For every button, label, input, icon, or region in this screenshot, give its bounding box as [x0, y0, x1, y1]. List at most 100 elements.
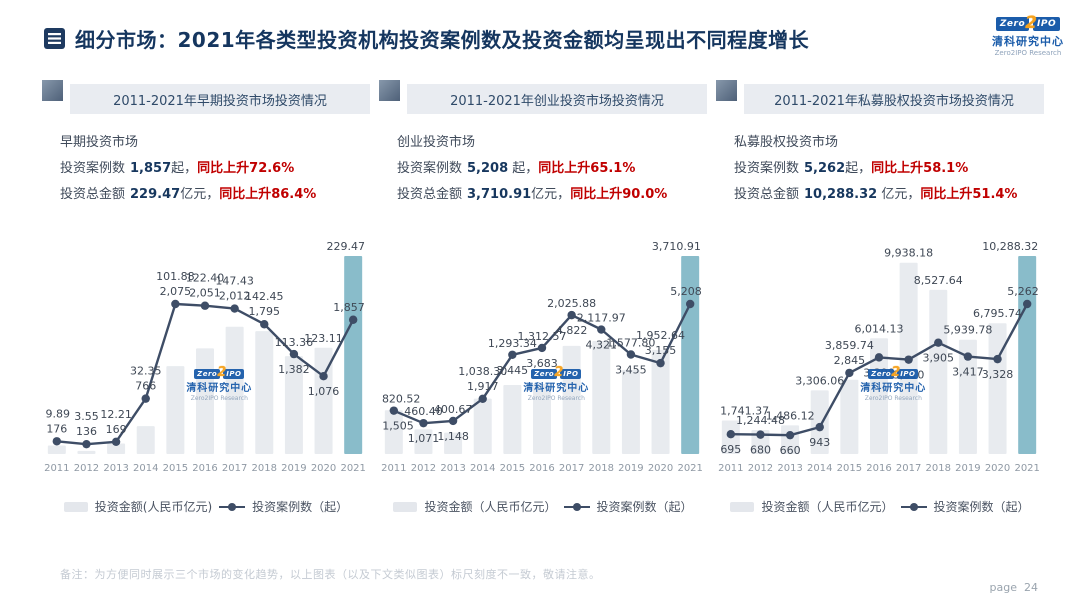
- panel-private-equity: 2011-2021年私募股权投资市场投资情况 私募股权投资市场 投资案例数 5,2…: [716, 80, 1044, 515]
- x-tick-label: 2013: [103, 463, 128, 474]
- bar-value-label: 6,014.13: [855, 322, 904, 335]
- x-tick-label: 2020: [648, 463, 673, 474]
- line-value-label: 3,155: [645, 344, 677, 357]
- bar-value-label: 400.67: [434, 403, 473, 416]
- page-number: page 24: [989, 581, 1038, 594]
- panel-header-title: 2011-2021年私募股权投资市场投资情况: [744, 84, 1044, 114]
- line-legend-swatch: [563, 502, 590, 511]
- x-tick-label: 2013: [777, 463, 802, 474]
- panel-stats: 创业投资市场 投资案例数 5,208 起，同比上升65.1% 投资总金额 3,710…: [379, 130, 707, 208]
- bar-2012: [77, 450, 96, 454]
- line-marker-2011: [726, 429, 736, 439]
- panel-early-stage: 2011-2021年早期投资市场投资情况 早期投资市场 投资案例数 1,857起，…: [42, 80, 370, 515]
- bar-value-label: 113.36: [275, 336, 314, 349]
- bar-legend-swatch: [393, 501, 418, 512]
- x-tick-label: 2012: [748, 463, 773, 474]
- line-value-label: 2,051: [189, 287, 221, 300]
- x-tick-label: 2020: [985, 463, 1010, 474]
- line-value-label: 169: [106, 423, 127, 436]
- bar-2019: [621, 369, 640, 454]
- line-value-label: 1,505: [382, 420, 414, 433]
- amount-stat-line: 投资总金额 229.47亿元，同比上升86.4%: [60, 187, 317, 202]
- line-value-label: 766: [135, 380, 156, 393]
- bar-value-label: 12.21: [100, 408, 132, 421]
- bar-value-label: 122.40: [186, 272, 225, 285]
- bar-2019: [284, 356, 303, 454]
- x-tick-label: 2019: [618, 463, 643, 474]
- bar-2013: [444, 432, 463, 454]
- x-tick-label: 2014: [807, 463, 832, 474]
- line-marker-2020: [656, 358, 665, 368]
- line-value-label: 660: [780, 444, 801, 457]
- line-marker-2020: [993, 354, 1002, 364]
- panel-header: 2011-2021年私募股权投资市场投资情况: [716, 80, 1044, 114]
- chart-legend: 投资金额（人民币亿元） 投资案例数（起）: [379, 498, 707, 515]
- x-tick-label: 2015: [837, 463, 862, 474]
- bar-value-label: 3,710.91: [652, 240, 701, 253]
- x-tick-label: 2016: [866, 463, 891, 474]
- bar-value-label: 142.45: [245, 290, 284, 303]
- zero2ipo-logo: Zero 2 IPO 清科研究中心 Zero2IPO Research: [992, 13, 1064, 57]
- x-tick-label: 2014: [133, 463, 158, 474]
- bar-2011: [47, 445, 66, 454]
- bar-2021: [1018, 256, 1037, 454]
- bar-value-label: 1,577.80: [606, 336, 655, 349]
- line-value-label: 2,845: [834, 354, 866, 367]
- bar-2021: [344, 256, 363, 454]
- bar-value-label: 3,859.74: [825, 339, 874, 352]
- bar-value-label: 1,038.30: [458, 365, 507, 378]
- line-value-label: 680: [750, 444, 771, 457]
- logo-wordmark: Zero 2 IPO: [995, 13, 1061, 34]
- bar-value-label: 3.55: [74, 410, 99, 423]
- line-marker-2014: [141, 394, 150, 403]
- x-tick-label: 2019: [955, 463, 980, 474]
- line-marker-2019: [289, 349, 299, 359]
- panel-header: 2011-2021年早期投资市场投资情况: [42, 80, 370, 114]
- line-marker-2016: [874, 353, 884, 362]
- amount-stat-line: 投资总金额 10,288.32 亿元，同比上升51.4%: [734, 187, 1018, 202]
- line-value-label: 943: [809, 436, 830, 449]
- line-value-label: 176: [46, 422, 67, 435]
- line-value-label: 3,905: [923, 352, 955, 365]
- line-value-label: 1,071: [408, 432, 440, 445]
- bar-2018: [592, 340, 611, 454]
- line-marker-2013: [111, 437, 121, 446]
- line-legend-swatch: [900, 502, 927, 511]
- bar-2021: [681, 256, 700, 454]
- line-marker-2018: [260, 320, 269, 329]
- line-marker-2017: [567, 310, 576, 320]
- x-tick-label: 2021: [1014, 463, 1039, 474]
- x-tick-label: 2021: [340, 463, 365, 474]
- x-tick-label: 2015: [163, 463, 188, 474]
- line-value-label: 3,455: [615, 363, 647, 376]
- x-tick-label: 2013: [440, 463, 465, 474]
- x-tick-label: 2011: [718, 463, 743, 474]
- line-legend-label: 投资案例数（起）: [596, 500, 693, 514]
- line-value-label: 1,917: [467, 380, 499, 393]
- bar-2015: [166, 366, 185, 454]
- bar-2020: [988, 323, 1007, 454]
- bar-value-label: 101.88: [156, 270, 195, 283]
- line-value-label: 2,075: [160, 285, 192, 298]
- x-tick-label: 2020: [311, 463, 336, 474]
- market-name: 创业投资市场: [397, 135, 476, 150]
- line-marker-2017: [230, 304, 239, 313]
- logo-chinese-name: 清科研究中心: [992, 34, 1064, 48]
- line-marker-2013: [448, 416, 458, 426]
- cases-stat-line: 投资案例数 5,208 起，同比上升65.1%: [397, 161, 636, 176]
- bar-value-label: 460.40: [404, 405, 443, 418]
- line-value-label: 1,148: [437, 430, 469, 443]
- footnote: 备注：为方便同时展示三个市场的变化趋势，以上图表（以及下文类似图表）标尺刻度不一…: [60, 568, 601, 581]
- line-value-label: 5,262: [1007, 285, 1039, 298]
- line-marker-2015: [171, 299, 180, 309]
- bar-value-label: 1,486.12: [766, 409, 815, 422]
- line-marker-2012: [82, 439, 91, 449]
- line-marker-2015: [845, 368, 854, 378]
- bar-value-label: 32.35: [130, 365, 162, 378]
- chart-watermark-logo: Zero 2 IPO 清科研究中心 Zero2IPO Research: [523, 365, 590, 402]
- bar-value-label: 820.52: [382, 393, 421, 406]
- logo-two-swoosh: 2: [1025, 13, 1037, 33]
- bar-legend-swatch: [63, 501, 88, 512]
- line-marker-2018: [597, 325, 606, 334]
- bar-2014: [810, 390, 829, 454]
